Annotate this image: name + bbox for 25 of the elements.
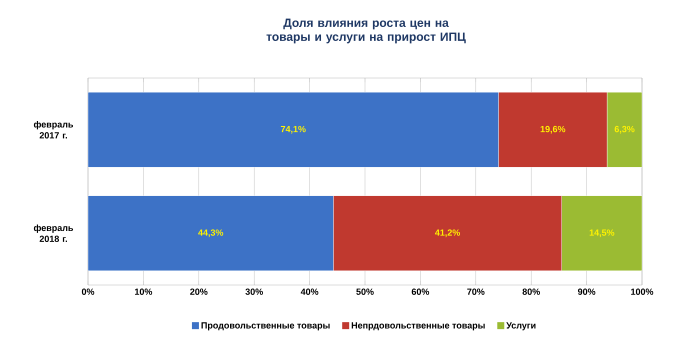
x-tick-label: 100% — [631, 288, 654, 295]
bar — [88, 92, 499, 168]
data-label: 74,1% — [280, 126, 306, 134]
data-label: 14,5% — [590, 229, 614, 238]
data-label: 6,3% — [614, 126, 635, 134]
legend-label: Непрдовольственные товары — [352, 322, 485, 330]
x-tick-label: 90% — [578, 288, 596, 295]
x-tick-label: 80% — [522, 288, 540, 295]
bar — [88, 196, 334, 271]
x-tick-label: 0% — [82, 288, 94, 295]
data-label: 44,3% — [198, 229, 224, 238]
data-label: 19,6% — [540, 126, 566, 134]
x-tick-label: 30% — [245, 288, 263, 295]
chart-title: Доля влияния роста цен на товары и услуги на прирост ИПЦ — [266, 18, 466, 44]
y-tick-label: февраль 2017 г. — [34, 120, 74, 139]
x-tick-label: 20% — [190, 288, 208, 295]
x-tick-label: 10% — [134, 288, 152, 295]
x-tick-label: 40% — [300, 288, 318, 295]
x-tick-label: 50% — [356, 288, 374, 295]
y-tick-label: февраль 2018 г. — [34, 224, 74, 242]
x-tick-label: 60% — [412, 288, 430, 295]
data-label: 41,2% — [434, 229, 460, 238]
x-tick-label: 70% — [467, 288, 485, 295]
legend-label: Услуги — [506, 322, 536, 330]
legend-label: Продовольственные товары — [202, 322, 330, 330]
